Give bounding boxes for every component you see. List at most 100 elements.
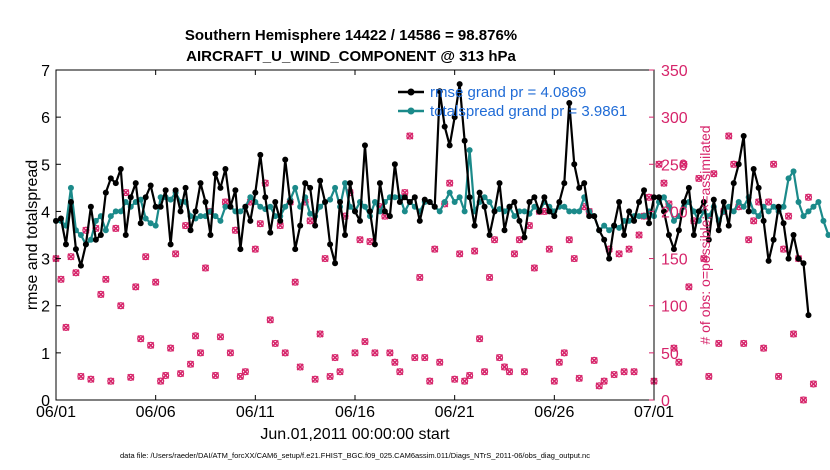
obs-assimilated-marker xyxy=(575,374,583,382)
axis-layer: 06/01 06/06 06/11 06/16 06/21 06/26 07/0101234… xyxy=(36,63,688,421)
totalspread-point xyxy=(117,208,124,215)
obs-possible-marker xyxy=(774,372,783,381)
obs-possible-marker xyxy=(715,339,723,348)
totalspread-point xyxy=(67,184,74,191)
obs-assimilated-marker xyxy=(545,245,553,253)
rmse-point xyxy=(426,199,433,205)
obs-assimilated-marker xyxy=(201,264,210,272)
rmse-point xyxy=(112,180,119,187)
rmse-point xyxy=(72,246,79,253)
obs-assimilated-marker xyxy=(784,212,793,220)
obs-assimilated-marker xyxy=(336,368,344,376)
obs-possible-marker xyxy=(406,132,414,140)
rmse-point xyxy=(456,81,463,88)
obs-assimilated-marker xyxy=(152,278,160,286)
data-file-footer: data file: /Users/raeder/DAI/ATM_forcXX/… xyxy=(120,451,590,460)
totalspread-point xyxy=(237,208,244,215)
obs-assimilated-marker xyxy=(177,370,185,378)
rmse-point xyxy=(516,217,523,224)
rmse-point xyxy=(342,232,349,238)
y-right-tick-label: 100 xyxy=(661,299,688,316)
obs-possible-marker xyxy=(241,368,249,376)
obs-possible-marker xyxy=(725,132,733,140)
rmse-point xyxy=(571,161,578,168)
rmse-point xyxy=(401,194,408,201)
obs-assimilated-marker xyxy=(416,273,424,281)
rmse-point xyxy=(725,222,732,229)
obs-assimilated-marker xyxy=(680,160,688,168)
totalspread-point xyxy=(257,203,264,210)
obs-assimilated-marker xyxy=(540,207,548,215)
obs-possible-marker xyxy=(396,368,404,376)
obs-assimilated-marker xyxy=(296,363,304,371)
rmse-point xyxy=(665,232,672,238)
obs-possible-marker xyxy=(475,335,484,343)
y-tick-label: 3 xyxy=(41,252,50,269)
totalspread-point xyxy=(77,232,84,238)
rmse-point xyxy=(680,199,687,205)
obs-possible-marker xyxy=(520,368,529,376)
obs-possible-marker xyxy=(336,368,344,376)
totalspread-point xyxy=(780,203,787,210)
obs-possible-marker xyxy=(152,278,160,286)
rmse-point xyxy=(556,199,563,205)
obs-possible-marker xyxy=(590,356,598,364)
rmse-point xyxy=(147,182,154,189)
legend-rmse-marker xyxy=(407,88,415,96)
obs-assimilated-marker xyxy=(132,283,140,291)
obs-assimilated-marker xyxy=(476,335,484,343)
obs-possible-marker xyxy=(610,370,618,379)
obs-assimilated-marker xyxy=(730,160,738,168)
obs-possible-marker xyxy=(261,179,269,187)
obs-assimilated-marker xyxy=(471,247,479,255)
obs-assimilated-marker xyxy=(321,255,329,263)
rmse-point xyxy=(780,220,787,227)
obs-assimilated-marker xyxy=(685,283,693,291)
totalspread-point xyxy=(641,213,648,220)
rmse-point xyxy=(232,187,239,194)
totalspread-point xyxy=(735,199,742,205)
obs-possible-marker xyxy=(256,220,264,228)
rmse-point xyxy=(660,208,667,215)
y-tick-label: 1 xyxy=(41,346,50,363)
series-layer xyxy=(52,81,830,404)
totalspread-point xyxy=(441,199,448,205)
obs-assimilated-marker xyxy=(421,354,429,362)
obs-assimilated-marker xyxy=(316,330,324,338)
rmse-point xyxy=(685,184,692,191)
obs-assimilated-marker xyxy=(700,255,708,263)
obs-assimilated-marker xyxy=(765,198,773,206)
rmse-point xyxy=(82,241,89,248)
obs-assimilated-marker xyxy=(780,245,788,253)
rmse-point xyxy=(352,208,358,215)
rmse-point xyxy=(62,241,69,248)
y-right-tick-label: 300 xyxy=(661,110,688,127)
obs-possible-marker xyxy=(351,349,359,357)
obs-possible-marker xyxy=(321,254,329,263)
x-axis-label: Jun.01,2011 00:00:00 start xyxy=(260,426,450,443)
obs-possible-marker xyxy=(411,353,419,362)
rmse-point xyxy=(322,199,329,205)
obs-assimilated-marker xyxy=(809,380,818,388)
y-tick-label: 7 xyxy=(41,63,50,80)
totalspread-point xyxy=(800,213,807,220)
obs-possible-marker xyxy=(685,283,693,291)
obs-assimilated-marker xyxy=(620,368,628,376)
rmse-point xyxy=(631,217,638,224)
obs-possible-marker xyxy=(251,245,259,253)
rmse-point xyxy=(646,220,653,227)
obs-possible-marker xyxy=(560,349,568,357)
rmse-point xyxy=(222,166,229,172)
obs-assimilated-marker xyxy=(431,245,439,253)
obs-possible-marker xyxy=(799,396,808,404)
rmse-point xyxy=(446,142,453,149)
totalspread-point xyxy=(795,199,802,205)
chart-title: Southern Hemisphere 14422 / 14586 = 98.8… xyxy=(185,27,517,44)
rmse-point xyxy=(252,189,259,196)
rmse-point xyxy=(376,180,383,187)
totalspread-point xyxy=(197,213,204,220)
obs-assimilated-marker xyxy=(216,333,225,341)
obs-assimilated-marker xyxy=(770,160,778,168)
obs-assimilated-marker xyxy=(804,193,813,201)
totalspread-point xyxy=(112,208,119,215)
